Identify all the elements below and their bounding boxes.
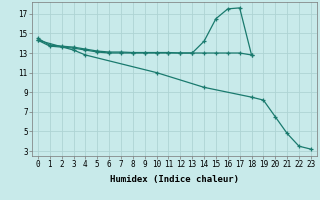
X-axis label: Humidex (Indice chaleur): Humidex (Indice chaleur): [110, 175, 239, 184]
